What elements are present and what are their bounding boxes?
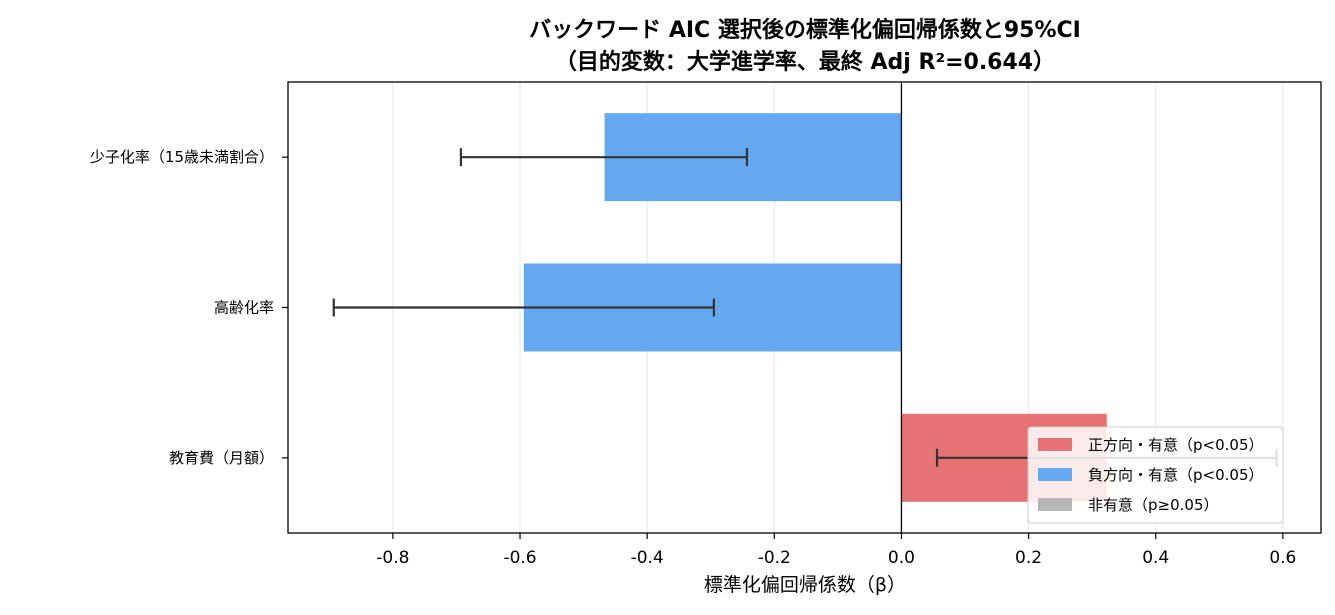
legend-swatch [1038,498,1072,511]
x-tick-label: -0.4 [631,548,664,568]
y-category-label: 少子化率（15歳未満割合） [90,148,274,166]
x-tick-label: 0.2 [1015,548,1042,568]
x-tick-label: -0.2 [758,548,791,568]
y-category-label: 教育費（月額） [169,449,274,467]
x-tick-label: 0.0 [888,548,915,568]
x-tick-label: -0.6 [503,548,536,568]
chart-title-line2: （目的変数：大学進学率、最終 Adj R²=0.644） [555,49,1055,75]
legend-label: 正方向・有意（p<0.05） [1088,436,1264,454]
legend: 正方向・有意（p<0.05） 負方向・有意（p<0.05） 非有意（p≥0.05） [1027,426,1284,524]
legend-label: 非有意（p≥0.05） [1088,496,1219,514]
x-tick-label: 0.4 [1142,548,1169,568]
chart-title-line1: バックワード AIC 選択後の標準化偏回帰係数と95%CI [529,17,1081,43]
legend-swatch [1038,438,1072,451]
x-axis-label: 標準化偏回帰係数（β） [704,574,906,596]
y-category-label: 高齢化率 [214,299,274,317]
x-axis-ticks: -0.8 -0.6 -0.4 -0.2 0.0 0.2 0.4 0.6 [376,533,1296,568]
legend-label: 負方向・有意（p<0.05） [1088,466,1264,484]
legend-box [1027,426,1284,524]
legend-swatch [1038,468,1072,481]
x-tick-label: 0.6 [1269,548,1296,568]
x-tick-label: -0.8 [376,548,409,568]
